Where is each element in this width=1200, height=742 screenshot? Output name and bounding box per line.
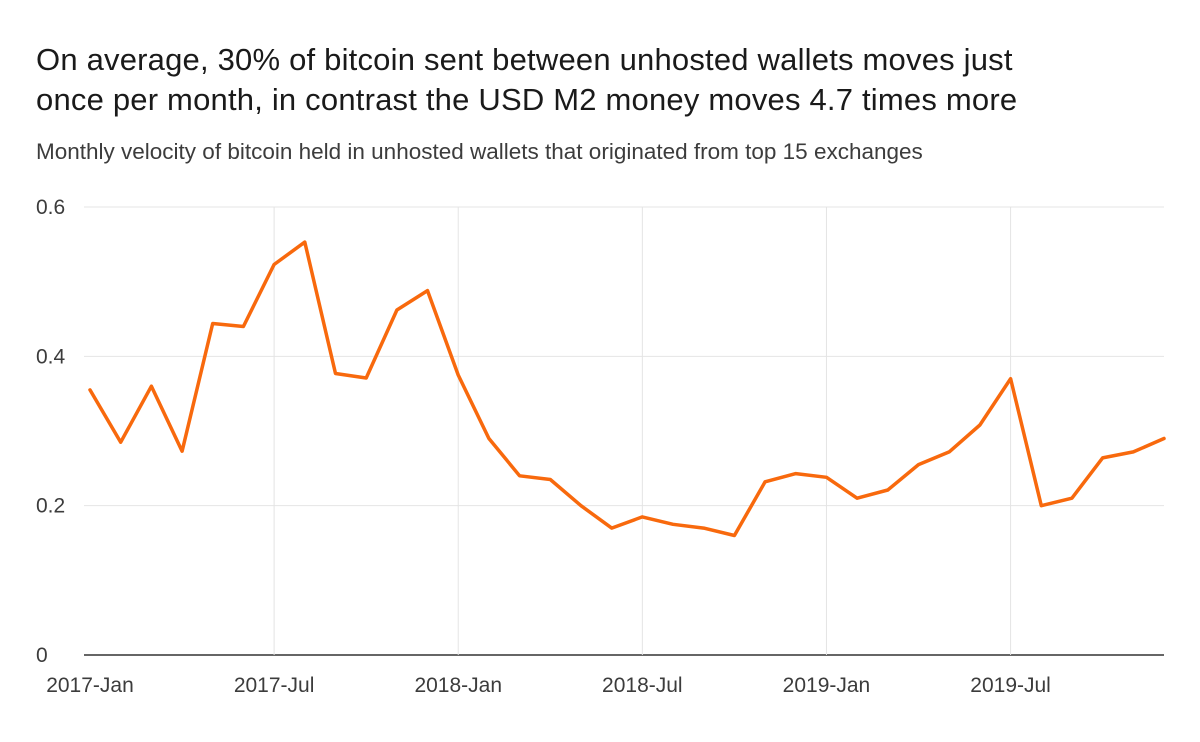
y-tick-label: 0.4 xyxy=(36,345,66,368)
x-tick-label: 2018-Jul xyxy=(602,674,683,697)
velocity-line xyxy=(88,239,1166,537)
chart-title: On average, 30% of bitcoin sent between … xyxy=(36,40,1170,121)
chart-subtitle: Monthly velocity of bitcoin held in unho… xyxy=(36,138,923,164)
line-chart: 0 0.2 0.4 0.6 2017-Jan 2017-Jul 2018-Jan 2018-J… xyxy=(36,196,1166,697)
x-tick-label: 2017-Jul xyxy=(234,674,315,697)
chart-header: On average, 30% of bitcoin sent between … xyxy=(0,0,1200,165)
chart-title-line-1: On average, 30% of bitcoin sent between … xyxy=(36,42,1013,77)
x-tick-label: 2017-Jan xyxy=(46,674,134,697)
x-tick-label: 2019-Jan xyxy=(783,674,871,697)
y-tick-label: 0.6 xyxy=(36,196,65,219)
x-tick-label: 2019-Jul xyxy=(970,674,1051,697)
chart-title-line-2: once per month, in contrast the USD M2 m… xyxy=(36,82,1018,118)
x-tick-label: 2018-Jan xyxy=(414,674,502,697)
y-tick-label: 0 xyxy=(36,644,48,667)
y-tick-label: 0.2 xyxy=(36,494,65,517)
